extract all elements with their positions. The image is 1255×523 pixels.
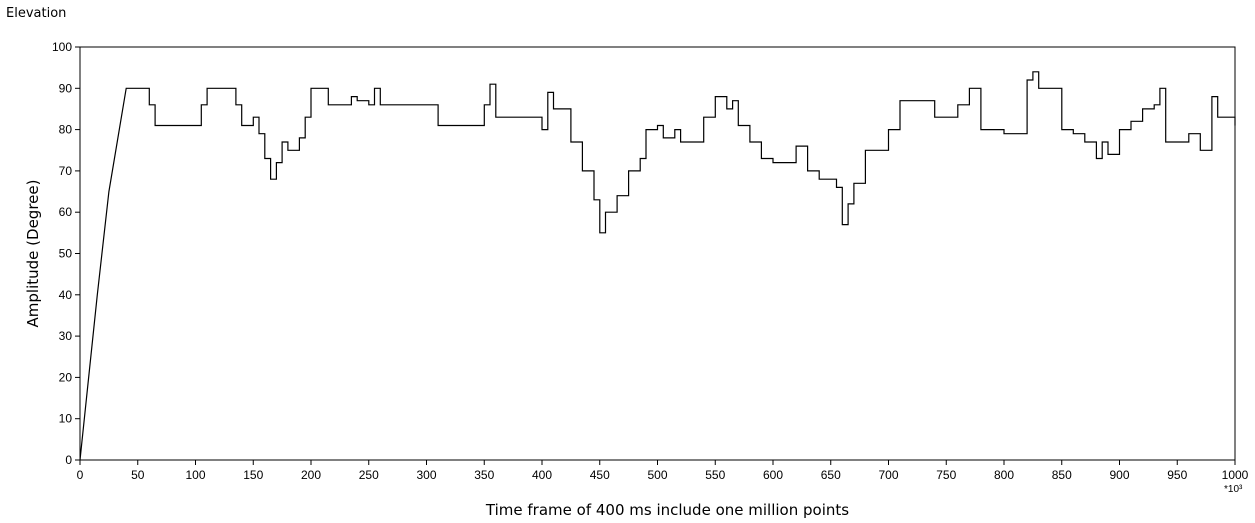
x-tick-label: 50: [131, 468, 145, 482]
x-tick-label: 100: [185, 468, 205, 482]
x-tick-label: 300: [416, 468, 436, 482]
x-tick-label: 600: [763, 468, 783, 482]
series-line: [79, 71, 1236, 461]
window-title: Elevation: [6, 6, 67, 21]
x-tick-label: 450: [590, 468, 610, 482]
x-tick-label: 550: [705, 468, 725, 482]
x-tick-label: 0: [77, 468, 84, 482]
x-tick-label: 400: [532, 468, 552, 482]
x-tick-label: 650: [821, 468, 841, 482]
x-tick-label: 200: [301, 468, 321, 482]
y-tick-label: 40: [59, 288, 73, 302]
x-tick-label: 850: [1052, 468, 1072, 482]
y-tick-label: 30: [59, 329, 73, 343]
x-tick-label: 900: [1109, 468, 1129, 482]
x-axis-title: Time frame of 400 ms include one million…: [485, 501, 849, 519]
plot-frame: [79, 46, 1236, 461]
x-tick-label: 500: [647, 468, 667, 482]
x-tick-label: 350: [474, 468, 494, 482]
x-tick-label: 150: [243, 468, 263, 482]
x-tick-label: 800: [994, 468, 1014, 482]
y-tick-label: 0: [65, 453, 72, 467]
y-tick-label: 90: [59, 81, 73, 95]
x-axis-multiplier: *10³: [1224, 484, 1243, 495]
x-tick-label: 1000: [1222, 468, 1249, 482]
y-tick-label: 10: [59, 412, 73, 426]
y-tick-label: 60: [59, 205, 73, 219]
x-tick-label: 700: [878, 468, 898, 482]
x-tick-label: 750: [936, 468, 956, 482]
y-tick-label: 100: [52, 40, 72, 54]
y-tick-label: 80: [59, 123, 73, 137]
y-tick-label: 70: [59, 164, 73, 178]
x-tick-label: 950: [1167, 468, 1187, 482]
y-tick-label: 20: [59, 370, 73, 384]
y-axis-ticks: 0 10 20 30 40 50 60 70 80 90 100: [52, 40, 80, 467]
y-tick-label: 50: [59, 247, 73, 261]
x-axis-ticks: 0 50 100 150 200 250 300 350 400 450 500 550 600 650 7…: [77, 460, 1249, 482]
y-axis-title: Amplitude (Degree): [24, 180, 42, 328]
x-tick-label: 250: [359, 468, 379, 482]
